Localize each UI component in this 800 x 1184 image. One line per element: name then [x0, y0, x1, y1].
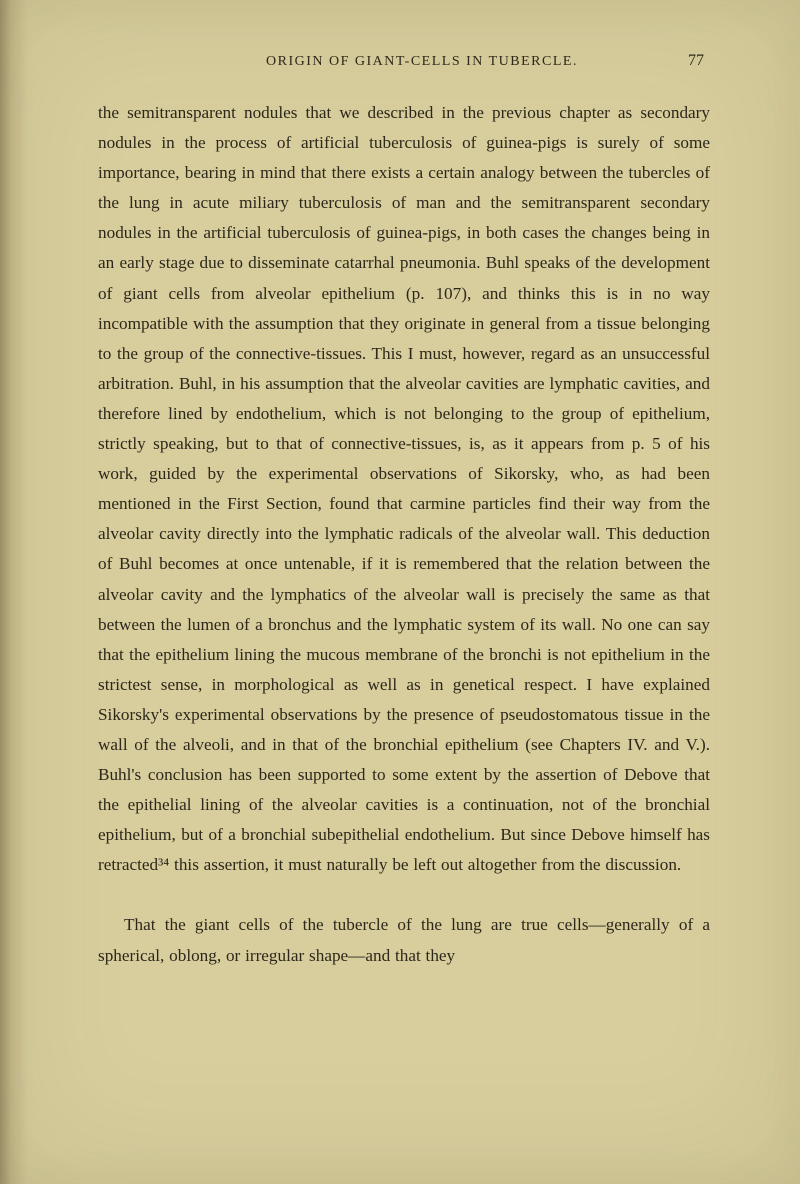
page-content: ORIGIN OF GIANT-CELLS IN TUBERCLE. 77 th… — [98, 52, 710, 971]
running-head: ORIGIN OF GIANT-CELLS IN TUBERCLE. — [170, 54, 674, 70]
gutter-shadow — [0, 0, 28, 1184]
body-paragraph-1: the semitransparent nodules that we desc… — [98, 98, 710, 880]
page-number: 77 — [674, 52, 704, 70]
page-header: ORIGIN OF GIANT-CELLS IN TUBERCLE. 77 — [98, 52, 710, 70]
body-paragraph-2: That the giant cells of the tubercle of … — [98, 910, 710, 970]
